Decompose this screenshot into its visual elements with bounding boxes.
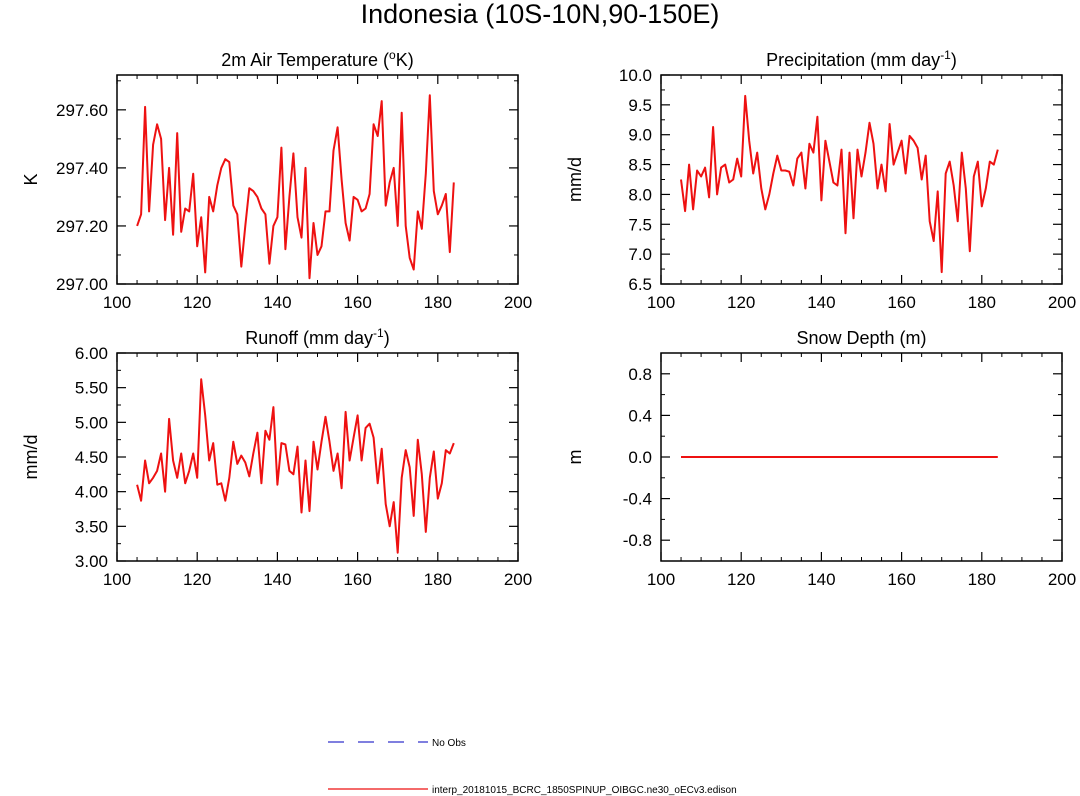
y-tick-label: 3.00 xyxy=(75,552,108,571)
y-tick-label: 5.50 xyxy=(75,379,108,398)
x-tick-label: 140 xyxy=(263,570,291,589)
series-line-1 xyxy=(136,94,455,280)
y-axis-label: mm/d xyxy=(565,157,585,202)
chart-panel-1: 100 120 140 160 180 200 297.00 297.20 297.40 297.… xyxy=(21,48,532,312)
panel-title-text: Precipitation (mm day xyxy=(766,50,940,70)
panel-title-superscript: o xyxy=(389,48,396,62)
y-tick-label: 7.0 xyxy=(628,245,652,264)
chart-panel-2: 100 120 140 160 180 200 6.5 7.0 7.5 8.0 8.5 9.0 9.5 1… xyxy=(565,48,1076,312)
y-tick-label: -0.8 xyxy=(623,531,652,550)
panel-title-text: 2m Air Temperature ( xyxy=(221,50,389,70)
x-tick-label: 200 xyxy=(1048,570,1076,589)
x-tick-label: 180 xyxy=(424,293,452,312)
x-tick-label: 180 xyxy=(968,293,996,312)
legend-label-1: No Obs xyxy=(432,738,466,749)
y-tick-label: 0.4 xyxy=(628,406,652,425)
chart-panel-4: 100 120 140 160 180 200 -0.8 -0.4 0.0 0.4 0.8 Snow … xyxy=(565,328,1076,589)
panel-title: Precipitation (mm day-1) xyxy=(766,48,957,70)
panel-title: Snow Depth (m) xyxy=(796,328,926,348)
x-tick-label: 200 xyxy=(1048,293,1076,312)
y-tick-label: 297.20 xyxy=(56,217,108,236)
x-tick-label: 100 xyxy=(647,570,675,589)
y-axis-label: mm/d xyxy=(21,435,41,480)
x-tick-label: 200 xyxy=(504,293,532,312)
y-tick-label: 5.00 xyxy=(75,413,108,432)
x-tick-label: 100 xyxy=(103,293,131,312)
x-tick-label: 120 xyxy=(183,293,211,312)
y-tick-label: 0.8 xyxy=(628,365,652,384)
x-tick-label: 120 xyxy=(727,293,755,312)
panel-title-tail: ) xyxy=(951,50,957,70)
y-tick-label: 0.0 xyxy=(628,448,652,467)
x-tick-label: 120 xyxy=(727,570,755,589)
y-tick-label: -0.4 xyxy=(623,490,652,509)
y-tick-label: 297.40 xyxy=(56,159,108,178)
x-tick-label: 100 xyxy=(103,570,131,589)
y-tick-label: 10.0 xyxy=(619,66,652,85)
x-tick-label: 140 xyxy=(807,293,835,312)
x-tick-label: 180 xyxy=(968,570,996,589)
y-tick-label: 6.00 xyxy=(75,344,108,363)
legend-label-2: interp_20181015_BCRC_1850SPINUP_OIBGC.ne… xyxy=(432,785,737,796)
figure-title: Indonesia (10S-10N,90-150E) xyxy=(361,0,720,29)
x-tick-label: 100 xyxy=(647,293,675,312)
panel-title: Runoff (mm day-1) xyxy=(245,326,389,348)
plot-frame xyxy=(116,352,519,562)
x-tick-label: 160 xyxy=(887,570,915,589)
series-line-1 xyxy=(680,94,999,274)
y-axis-label: m xyxy=(565,450,585,465)
y-tick-label: 3.50 xyxy=(75,517,108,536)
y-tick-label: 6.5 xyxy=(628,275,652,294)
y-tick-label: 297.00 xyxy=(56,275,108,294)
series-line-1 xyxy=(136,378,455,554)
panel-title-text: Runoff (mm day xyxy=(245,328,373,348)
y-tick-label: 8.0 xyxy=(628,185,652,204)
x-tick-label: 140 xyxy=(807,570,835,589)
x-tick-label: 160 xyxy=(887,293,915,312)
panel-title: 2m Air Temperature (oK) xyxy=(221,48,413,70)
plot-frame xyxy=(660,74,1063,285)
x-tick-label: 200 xyxy=(504,570,532,589)
y-tick-label: 9.5 xyxy=(628,96,652,115)
panel-title-tail: ) xyxy=(384,328,390,348)
x-tick-label: 120 xyxy=(183,570,211,589)
panel-title-text: Snow Depth (m) xyxy=(796,328,926,348)
x-tick-label: 160 xyxy=(343,293,371,312)
y-tick-label: 297.60 xyxy=(56,101,108,120)
legend: No Obs interp_20181015_BCRC_1850SPINUP_OI… xyxy=(328,738,737,796)
panel-title-superscript: -1 xyxy=(940,48,951,62)
x-tick-label: 180 xyxy=(424,570,452,589)
x-tick-label: 160 xyxy=(343,570,371,589)
panel-title-superscript: -1 xyxy=(373,326,384,340)
chart-panels: 100 120 140 160 180 200 297.00 297.20 297.40 297.… xyxy=(21,48,1076,589)
x-tick-label: 140 xyxy=(263,293,291,312)
y-tick-label: 8.5 xyxy=(628,156,652,175)
panel-title-tail: K) xyxy=(396,50,414,70)
y-tick-label: 4.50 xyxy=(75,448,108,467)
chart-panel-3: 100 120 140 160 180 200 3.00 3.50 4.00 4.50 5.00 5.… xyxy=(21,326,532,589)
y-tick-label: 9.0 xyxy=(628,126,652,145)
y-axis-label: K xyxy=(21,173,41,185)
y-tick-label: 7.5 xyxy=(628,215,652,234)
y-tick-label: 4.00 xyxy=(75,483,108,502)
